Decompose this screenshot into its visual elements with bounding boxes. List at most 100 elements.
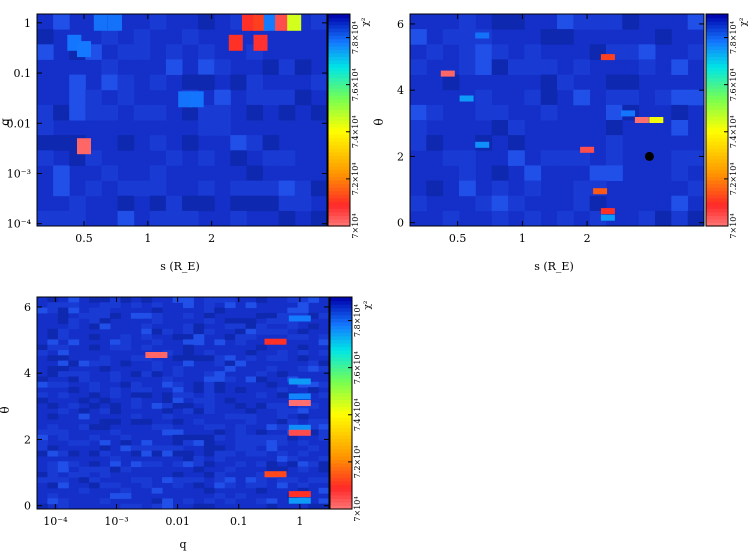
background-cell [162, 397, 173, 404]
background-cell [165, 150, 183, 166]
x-axis-label: s (R_E) [160, 260, 200, 273]
colorbar-segment [706, 190, 728, 195]
colorbar-segment [328, 215, 350, 220]
background-cell [117, 180, 135, 197]
background-cell [245, 355, 257, 362]
background-cell [540, 150, 558, 166]
background-cell [245, 440, 257, 446]
background-cell [491, 210, 509, 227]
background-cell [214, 450, 226, 457]
background-cell [193, 461, 205, 468]
background-cell [141, 461, 153, 468]
background-cell [308, 461, 319, 468]
background-cell [172, 477, 184, 483]
colorbar-segment [328, 105, 350, 110]
background-cell [256, 376, 267, 383]
x-tick-label: 1 [296, 515, 303, 528]
background-cell [141, 482, 153, 489]
y-tick-label: 10⁻³ [7, 167, 31, 180]
background-cell [224, 413, 236, 420]
background-cell [151, 339, 163, 346]
background-cell [540, 29, 558, 45]
background-cell [37, 307, 48, 314]
colorbar-segment [706, 165, 728, 171]
colorbar-segment [706, 116, 728, 121]
background-cell [256, 312, 267, 319]
background-cell [246, 165, 263, 181]
colorbar-segment [706, 109, 728, 114]
x-tick-label: 1 [519, 232, 526, 245]
colorbar-segment [330, 417, 352, 422]
background-cell [99, 360, 111, 367]
background-cell [110, 392, 121, 399]
background-cell [47, 424, 59, 430]
background-cell [310, 14, 328, 30]
background-cell [151, 312, 163, 319]
background-cell [278, 210, 296, 227]
background-cell [141, 392, 153, 399]
background-cell [198, 14, 215, 30]
background-cell [276, 312, 288, 319]
background-cell [172, 445, 184, 452]
background-cell [475, 59, 493, 75]
background-cell [89, 387, 100, 393]
background-cell [214, 424, 226, 430]
colorbar-segment [706, 158, 728, 163]
background-cell [78, 312, 90, 319]
background-cell [308, 424, 319, 430]
background-cell [308, 323, 319, 330]
colorbar-segment [706, 127, 728, 132]
heatmap-cell-1 [459, 95, 474, 102]
background-cell [78, 376, 90, 383]
background-cell [214, 297, 226, 303]
background-cell [141, 450, 153, 457]
background-cell [89, 434, 100, 441]
background-cell [318, 434, 330, 441]
colorbar-segment [330, 364, 352, 369]
background-cell [491, 120, 509, 136]
colorbar-segment [706, 222, 728, 227]
background-cell [256, 323, 267, 330]
colorbar-segment [330, 501, 352, 507]
background-cell [37, 471, 48, 478]
background-cell [120, 334, 132, 340]
background-cell [287, 307, 299, 314]
background-cell [149, 74, 167, 91]
colorbar-segment [328, 194, 350, 199]
background-cell [214, 104, 231, 121]
background-cell [37, 381, 48, 388]
background-cell [276, 371, 288, 377]
background-cell [193, 339, 205, 346]
background-cell [203, 387, 215, 393]
colorbar-segment [706, 35, 728, 40]
colorbar-segment [328, 183, 350, 188]
colorbar-segment [328, 176, 350, 181]
background-cell [89, 466, 100, 473]
heatmap-cell-9 [621, 110, 635, 117]
background-cell [318, 418, 330, 425]
background-cell [687, 180, 705, 197]
background-cell [426, 104, 444, 121]
colorbar-segment [328, 155, 350, 160]
background-cell [78, 424, 90, 430]
colorbar-segment [330, 332, 352, 337]
background-cell [508, 135, 525, 151]
colorbar-segment [330, 438, 352, 443]
background-cell [37, 344, 48, 351]
background-cell [89, 477, 100, 483]
background-cell [266, 445, 278, 452]
background-cell [117, 210, 135, 227]
background-cell [203, 381, 215, 388]
background-cell [37, 135, 54, 151]
background-cell [149, 14, 167, 30]
colorbar-segment [330, 328, 352, 333]
heatmap-cell-2 [475, 32, 490, 39]
background-cell [69, 195, 86, 212]
y-tick-label: 6 [24, 301, 31, 314]
colorbar-tick-label: 7×10⁴ [353, 496, 362, 521]
colorbar-segment [330, 297, 352, 302]
colorbar-frame [705, 13, 729, 227]
background-cell [183, 334, 194, 340]
background-cell [151, 461, 163, 468]
background-cell [89, 318, 100, 324]
